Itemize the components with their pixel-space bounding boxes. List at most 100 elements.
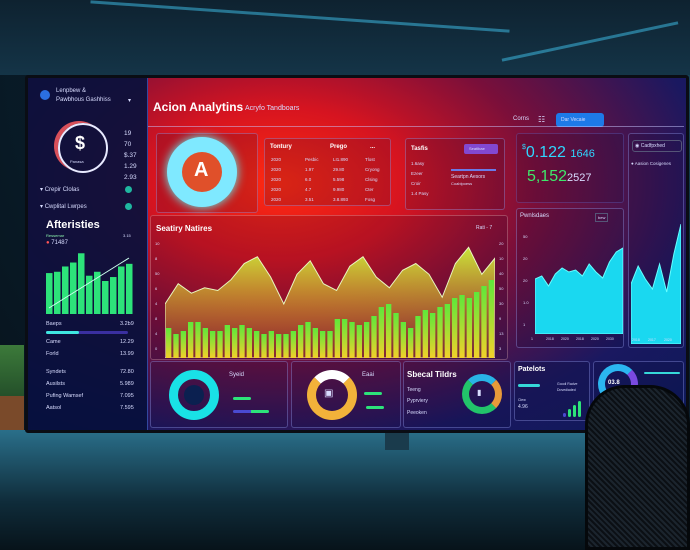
- y-tick: 50: [499, 286, 504, 291]
- stat-value: 13.99: [120, 351, 134, 357]
- stat-value: 12.29: [120, 339, 134, 345]
- metric-suffix: 1646: [570, 148, 595, 160]
- brand-line: Pawbhous Gashhiss: [56, 97, 111, 103]
- range-select[interactable]: Rati - 7: [476, 225, 493, 231]
- view-toggle[interactable]: bew: [595, 213, 609, 222]
- bar: [430, 313, 436, 358]
- table-cell: 3.8.893: [333, 197, 349, 202]
- trend-line: [644, 372, 680, 374]
- panel-title: Eaai: [362, 372, 375, 378]
- progress-bar: [46, 331, 128, 334]
- kpi-value: 1.29: [124, 163, 137, 170]
- grid-icon[interactable]: ☷: [538, 115, 546, 124]
- bottom-panel-3: Sbecal Tildrs Teeng Pyprviery Peeoken ▮: [403, 361, 511, 428]
- currency-symbol: $: [522, 144, 526, 151]
- bar: [166, 328, 172, 358]
- right-panel-title[interactable]: ◉ Cadfpxhed: [635, 143, 665, 149]
- panel-title: Patelots: [518, 366, 546, 373]
- donut-chart: [462, 374, 502, 414]
- header-divider: [148, 126, 684, 127]
- mid-chart-title: Pwnlsdaes: [520, 213, 550, 219]
- mid-area-chart: [535, 247, 623, 334]
- task-item: 1.4 Pasy: [411, 191, 429, 196]
- donut-chart: [169, 370, 219, 420]
- page-title: Acion Analytins: [153, 100, 244, 114]
- ceiling: [0, 0, 690, 75]
- y-tick: 8: [155, 256, 158, 261]
- stat-label: Forld: [46, 351, 59, 357]
- tasks-badge[interactable]: Seatlbae: [464, 144, 498, 154]
- brand-line: Lenpbew &: [56, 88, 87, 94]
- bar: [54, 271, 61, 314]
- metric-value: 0.122: [525, 144, 566, 161]
- bar: [195, 322, 201, 358]
- sidebar-link-2[interactable]: ▾ Cwplital Lwrpes: [40, 204, 87, 210]
- right-panel-select[interactable]: [632, 140, 682, 152]
- y-tick: 0: [155, 346, 158, 351]
- x-tick: 2018: [546, 337, 554, 341]
- main-combo-chart: [165, 246, 495, 358]
- control-label[interactable]: Corns: [513, 116, 530, 122]
- stat-bar: [233, 410, 269, 413]
- sidebar: Lenpbew & Pawbhous Gashhiss ▾ $ Panasa ▾…: [28, 78, 148, 430]
- section-total: 3.15: [123, 233, 131, 238]
- bar: [276, 334, 282, 358]
- panel-title: Syeid: [229, 372, 245, 378]
- task-item: 1.6asy: [411, 161, 425, 166]
- data-table: Tontury Prego... 2020 Pesbic LI1.890 Tlost 202…: [264, 138, 391, 206]
- bar: [466, 298, 472, 358]
- bar: [444, 304, 450, 358]
- briefcase-icon: ▣: [324, 388, 334, 399]
- x-tick: 2017: [648, 338, 656, 342]
- bar: [102, 281, 109, 314]
- section-alert: ● 71487: [46, 240, 68, 246]
- bottom-panel-2: ▣ Eaai: [291, 361, 401, 428]
- trend-line: [48, 257, 130, 309]
- y-tick: 9: [499, 316, 502, 321]
- metric-2: 5,1522527: [527, 168, 592, 186]
- metric-1: $0.122 1646: [522, 144, 595, 162]
- button-label: Dar Vecaie: [561, 117, 586, 123]
- y-tick: 4: [155, 331, 158, 336]
- chevron-down-icon[interactable]: ▾: [128, 98, 132, 104]
- plant: [0, 345, 24, 430]
- main-chart-panel: Seatiry Natires Rati - 7 10 8 50 6 4 8 4 0 20 10 4…: [150, 215, 508, 360]
- y-tick: 1: [523, 322, 526, 327]
- x-tick: 2018: [576, 337, 584, 341]
- bar: [78, 253, 85, 314]
- bar: [437, 307, 443, 358]
- sidebar-bar-chart: [46, 253, 133, 314]
- bar: [110, 277, 117, 314]
- avatar-core: [182, 152, 222, 192]
- bar: [474, 292, 480, 358]
- section-title: Afteristies: [46, 219, 100, 231]
- bar: [334, 319, 340, 358]
- bar: [415, 316, 421, 358]
- table-cell: LI1.890: [333, 157, 349, 162]
- list-item: Peeoken: [407, 410, 427, 416]
- title-text: Cadfpxhed: [640, 143, 665, 149]
- y-tick: 50: [155, 271, 160, 276]
- tasks-panel: Tasfis Seatlbae 1.6asy Ezeer Croir 1.4 Pasy…: [405, 138, 505, 210]
- bar: [70, 262, 77, 314]
- subtitle-text: Aasion Cosigenes: [634, 161, 672, 166]
- tasks-title: Tasfis: [411, 146, 428, 152]
- bar: [400, 322, 406, 358]
- mini-bar: [573, 405, 576, 417]
- bar: [386, 304, 392, 358]
- table-cell: 2020: [271, 157, 282, 162]
- table-cell: Tlost: [365, 157, 375, 162]
- avatar: A: [167, 137, 237, 207]
- sidebar-link-1[interactable]: ▾ Crepir Clolas: [40, 187, 80, 193]
- task-item: Ezeer: [411, 171, 423, 176]
- table-cell: Fosg: [365, 197, 376, 202]
- bar: [371, 316, 377, 358]
- stat-label: Syndets: [46, 369, 66, 375]
- table-cell: 6.0: [305, 177, 312, 182]
- bar: [232, 328, 238, 358]
- primary-button[interactable]: Dar Vecaie: [556, 113, 604, 127]
- alert-icon: ●: [46, 240, 50, 246]
- table-cell: Cter: [365, 187, 374, 192]
- alert-value: 71487: [51, 240, 68, 246]
- table-header: ...: [370, 144, 376, 150]
